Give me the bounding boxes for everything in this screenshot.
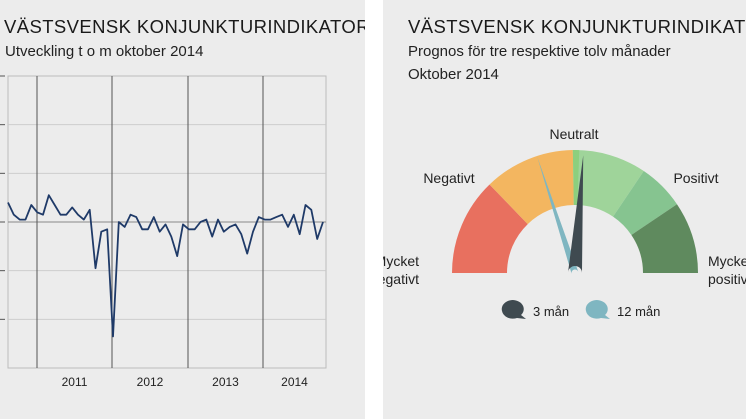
- needle-12-month: [537, 156, 579, 275]
- legend-label-3-month: 3 mån: [533, 304, 569, 319]
- x-tick-label: 2011: [62, 375, 88, 389]
- gauge-segment-neutral: [572, 150, 644, 217]
- legend-swatch-3-month: [501, 300, 526, 319]
- label-very-positive: Mycketpositivt: [708, 253, 746, 287]
- label-positive: Positivt: [673, 170, 718, 186]
- x-tick-label: 2014: [281, 375, 308, 389]
- line-chart: 2011 2012 2013 2014: [0, 75, 327, 389]
- right-chart-subtitle: Prognos för tre respektive tolv månader: [408, 43, 671, 60]
- label-negative: Negativt: [423, 170, 474, 186]
- left-chart-title: VÄSTSVENSK KONJUNKTURINDIKATOR: [4, 16, 365, 37]
- right-chart-date: Oktober 2014: [408, 66, 499, 83]
- gauge-segment-positive: [613, 171, 677, 235]
- left-chart-subtitle: Utveckling t o m oktober 2014: [5, 43, 204, 60]
- gauge-segment-very-positive: [631, 204, 698, 273]
- x-tick-label: 2013: [212, 375, 239, 389]
- left-chart-panel: VÄSTSVENSK KONJUNKTURINDIKATOR Utvecklin…: [0, 0, 365, 419]
- gauge-chart: Mycketnegativt Negativt Neutralt Positivt My…: [383, 126, 746, 319]
- x-tick-label: 2012: [137, 375, 164, 389]
- label-neutral: Neutralt: [549, 126, 598, 142]
- label-very-negative: Mycketnegativt: [383, 253, 419, 287]
- series-line: [7, 194, 324, 338]
- gauge-neutral-marker: [572, 150, 580, 206]
- legend-label-12-month: 12 mån: [617, 304, 660, 319]
- gauge-segment-very-negative: [452, 184, 528, 273]
- legend-swatch-12-month: [585, 300, 610, 319]
- needle-3-month: [568, 155, 584, 274]
- right-chart-title: VÄSTSVENSK KONJUNKTURINDIKATOR: [408, 16, 746, 37]
- right-chart-panel: VÄSTSVENSK KONJUNKTURINDIKATOR Prognos f…: [383, 0, 746, 419]
